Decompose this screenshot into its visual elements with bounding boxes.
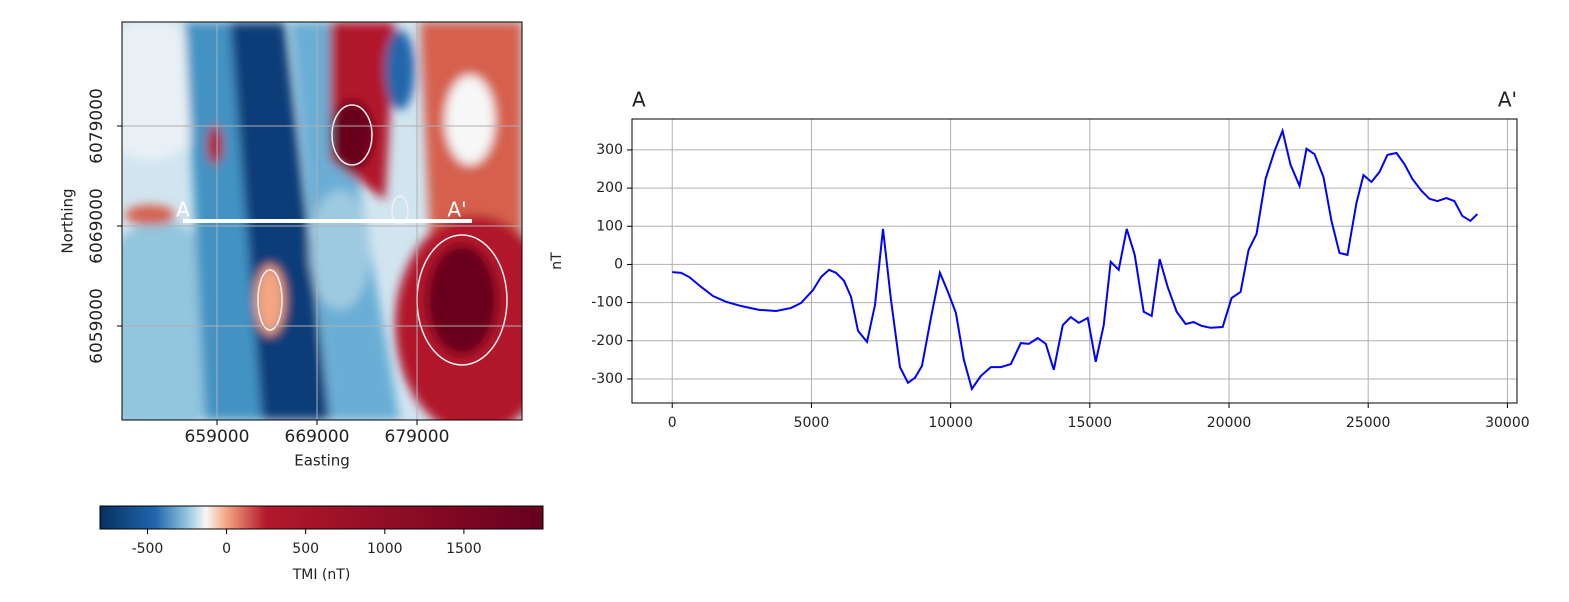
y-tick-label: 6079000 [87,88,107,164]
title-right: A' [1498,88,1517,112]
x-tick-label: 15000 [1068,415,1113,431]
y-tick-label: 100 [596,218,623,234]
y-tick-label: 200 [596,180,623,196]
x-tick-label: 669000 [285,427,350,447]
y-tick-label: -100 [591,295,623,311]
colorbar-tick-label: 0 [222,541,231,557]
x-tick-label: 5000 [794,415,830,431]
y-tick-label: 300 [596,142,623,158]
profile-start-label: A [176,198,190,222]
y-tick-label: -200 [591,333,623,349]
x-tick-label: 10000 [928,415,973,431]
y-axis-label: Northing [59,188,77,253]
map-image [122,22,522,420]
profile-end-label: A' [447,198,466,222]
x-tick-label: 25000 [1346,415,1391,431]
y-tick-label: 0 [614,256,623,272]
colorbar-tick-label: 1500 [446,541,482,557]
colorbar-tick-label: 500 [292,541,319,557]
colorbar-label: TMI (nT) [292,567,351,583]
title-left: A [632,88,646,112]
colorbar-tick-label: 1000 [367,541,403,557]
colorbar-tick-label: -500 [132,541,164,557]
plot-frame [631,118,1518,404]
x-tick-label: 659000 [185,427,250,447]
x-axis-label: Easting [294,452,350,470]
map-frame [121,21,523,421]
x-tick-label: 20000 [1207,415,1252,431]
y-tick-label: -300 [591,371,623,387]
y-axis-label: nT [549,252,565,270]
colorbar [99,505,544,530]
y-tick-label: 6069000 [87,188,107,264]
x-tick-label: 679000 [385,427,450,447]
y-tick-label: 6059000 [87,288,107,364]
x-tick-label: 30000 [1485,415,1530,431]
profile-curve [672,127,1479,392]
x-tick-label: 0 [668,415,677,431]
